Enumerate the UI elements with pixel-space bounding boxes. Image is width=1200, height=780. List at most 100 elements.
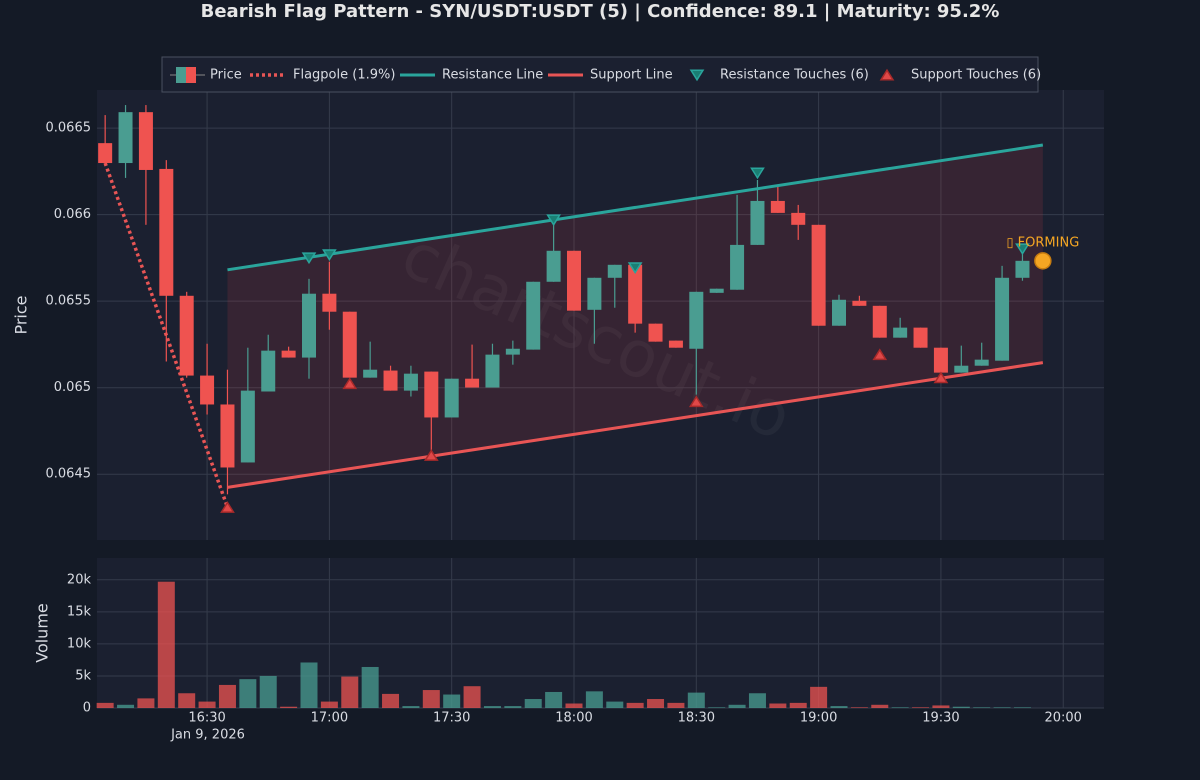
y-tick-label: 0.065 [54, 380, 91, 395]
volume-bar [545, 691, 563, 708]
volume-bar [830, 706, 848, 708]
candle-body [832, 299, 846, 326]
forming-label: ▯ FORMING [1006, 235, 1079, 250]
volume-bar [422, 690, 440, 708]
candle-body [444, 378, 459, 418]
forming-marker [1034, 252, 1052, 270]
volume-bar [96, 702, 114, 708]
y-axis-label: Price [12, 295, 31, 334]
candle-body [302, 293, 316, 358]
candle-body [403, 373, 418, 391]
volume-bar [667, 702, 685, 708]
volume-bar [769, 703, 787, 708]
resistance-line [227, 143, 1044, 272]
candle-body [220, 404, 235, 468]
x-tick-label: 17:30 [433, 711, 470, 726]
chart-title: Bearish Flag Pattern - SYN/USDT:USDT (5)… [201, 1, 1000, 22]
candle-body [750, 200, 765, 245]
candle-body [322, 293, 337, 312]
resistance-touch [301, 252, 317, 265]
volume-bar [606, 701, 624, 708]
x-tick-label: 19:00 [800, 711, 837, 726]
candle-body [893, 327, 908, 338]
candle-body [668, 340, 683, 348]
legend-support-touch-icon [879, 68, 895, 81]
volume-bar [993, 707, 1011, 708]
volume-bar [198, 701, 216, 708]
volume-bar [728, 704, 746, 708]
x-date-label: Jan 9, 2026 [170, 728, 245, 743]
volume-bar [443, 694, 461, 708]
support-touch [872, 348, 888, 361]
legend-resistance-touch-icon [689, 69, 705, 82]
x-tick-label: 19:30 [922, 711, 959, 726]
legend-label: Resistance Touches (6) [720, 68, 869, 83]
candle-body [974, 359, 989, 366]
resistance-touch [627, 262, 643, 274]
legend-label: Support Touches (6) [911, 68, 1041, 83]
volume-bar [932, 705, 950, 708]
volume-bar [891, 707, 909, 708]
volume-bar [137, 698, 155, 708]
legend-price-icon-up [176, 67, 186, 83]
y-tick-label: 0.0645 [46, 467, 92, 482]
candle-body [505, 348, 520, 355]
volume-bar [157, 581, 175, 708]
volume-bar [810, 686, 828, 708]
volume-bar [259, 675, 277, 708]
candle-body [342, 311, 357, 378]
volume-bar [320, 701, 338, 708]
volume-tick-label: 10k [67, 636, 92, 651]
candle-body [465, 378, 480, 388]
volume-tick-label: 0 [83, 701, 91, 716]
support-touch [423, 449, 439, 461]
volume-bar [565, 703, 583, 708]
y-tick-label: 0.066 [54, 207, 91, 222]
candle-body [526, 281, 541, 350]
resistance-touch [1015, 243, 1030, 256]
volume-bar [341, 676, 359, 708]
candle-body [954, 365, 969, 373]
legend-box [161, 56, 1039, 93]
volume-bar [239, 679, 257, 708]
x-tick-label: 18:00 [555, 711, 592, 726]
volume-bar [463, 686, 481, 708]
volume-bar [218, 684, 236, 708]
x-tick-label: 17:00 [311, 711, 348, 726]
resistance-touch [750, 167, 765, 180]
support-touch [688, 395, 704, 408]
volume-bar [647, 699, 665, 708]
candle-body [1015, 260, 1030, 278]
candle-body [852, 300, 867, 306]
x-tick-label: 20:00 [1044, 711, 1081, 726]
candle-body [118, 112, 133, 164]
legend-label: Flagpole (1.9%) [293, 68, 395, 83]
volume-bar [871, 704, 889, 708]
volume-bar [789, 702, 807, 708]
candle-body [424, 371, 439, 418]
candle-body [689, 291, 704, 349]
candle-body [179, 295, 194, 376]
legend-label: Support Line [590, 68, 673, 83]
volume-bar [585, 691, 603, 708]
volume-bar [300, 662, 318, 708]
candle-body [546, 250, 561, 282]
candle-body [200, 375, 215, 405]
volume-bar [280, 706, 298, 708]
volume-bar [850, 707, 868, 708]
candle-body [709, 288, 724, 293]
volume-bar [1013, 707, 1031, 708]
candle-body [872, 305, 887, 338]
volume-bar [912, 707, 930, 708]
legend-price-icon-down [186, 67, 196, 83]
candle-body [648, 323, 663, 342]
volume-bar [178, 693, 196, 708]
candle-body [138, 112, 153, 170]
volume-bar [973, 707, 991, 708]
candle-body [485, 354, 500, 388]
support-touch [342, 377, 358, 390]
x-tick-label: 18:30 [678, 711, 715, 726]
candle-body [770, 200, 785, 213]
candle-body [791, 212, 806, 225]
